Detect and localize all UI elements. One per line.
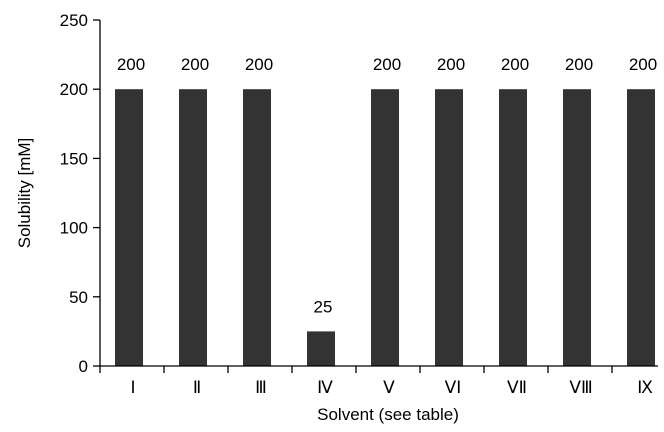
bar bbox=[563, 89, 591, 366]
x-tick-label: Ⅲ bbox=[255, 378, 267, 397]
data-label: 25 bbox=[314, 297, 333, 316]
bars bbox=[115, 89, 655, 366]
bar bbox=[435, 89, 463, 366]
bar bbox=[307, 331, 335, 366]
data-labels: 200 200 200 25 200 200 200 200 200 bbox=[117, 55, 657, 316]
data-label: 200 bbox=[245, 55, 273, 74]
bar bbox=[179, 89, 207, 366]
data-label: 200 bbox=[501, 55, 529, 74]
y-tick-label: 200 bbox=[60, 80, 88, 99]
x-axis-ticks: Ⅰ Ⅱ Ⅲ Ⅳ Ⅴ ⅤⅠ ⅤⅡ ⅤⅢ Ⅸ bbox=[99, 366, 653, 397]
x-tick-label: Ⅳ bbox=[317, 378, 333, 397]
data-label: 200 bbox=[629, 55, 657, 74]
y-tick-label: 150 bbox=[60, 149, 88, 168]
data-label: 200 bbox=[565, 55, 593, 74]
bar bbox=[115, 89, 143, 366]
data-label: 200 bbox=[181, 55, 209, 74]
y-tick-label: 100 bbox=[60, 219, 88, 238]
data-label: 200 bbox=[117, 55, 145, 74]
y-tick-label: 50 bbox=[69, 288, 88, 307]
bar bbox=[499, 89, 527, 366]
y-axis-ticks: 0 50 100 150 200 250 bbox=[60, 11, 100, 376]
x-tick-label: Ⅰ bbox=[130, 378, 135, 397]
x-tick-label: ⅤⅡ bbox=[507, 378, 527, 397]
x-tick-label: Ⅱ bbox=[193, 378, 201, 397]
data-label: 200 bbox=[437, 55, 465, 74]
bar bbox=[243, 89, 271, 366]
x-tick-label: Ⅸ bbox=[637, 378, 653, 397]
y-tick-label: 250 bbox=[60, 11, 88, 30]
x-tick-label: Ⅴ bbox=[383, 378, 395, 397]
x-tick-label: ⅤⅠ bbox=[445, 378, 462, 397]
x-tick-label: ⅤⅢ bbox=[569, 378, 592, 397]
data-label: 200 bbox=[373, 55, 401, 74]
bar bbox=[627, 89, 655, 366]
x-axis-title: Solvent (see table) bbox=[317, 405, 459, 424]
y-axis-title: Solubility [mM] bbox=[15, 138, 34, 249]
y-tick-label: 0 bbox=[79, 357, 88, 376]
bar bbox=[371, 89, 399, 366]
